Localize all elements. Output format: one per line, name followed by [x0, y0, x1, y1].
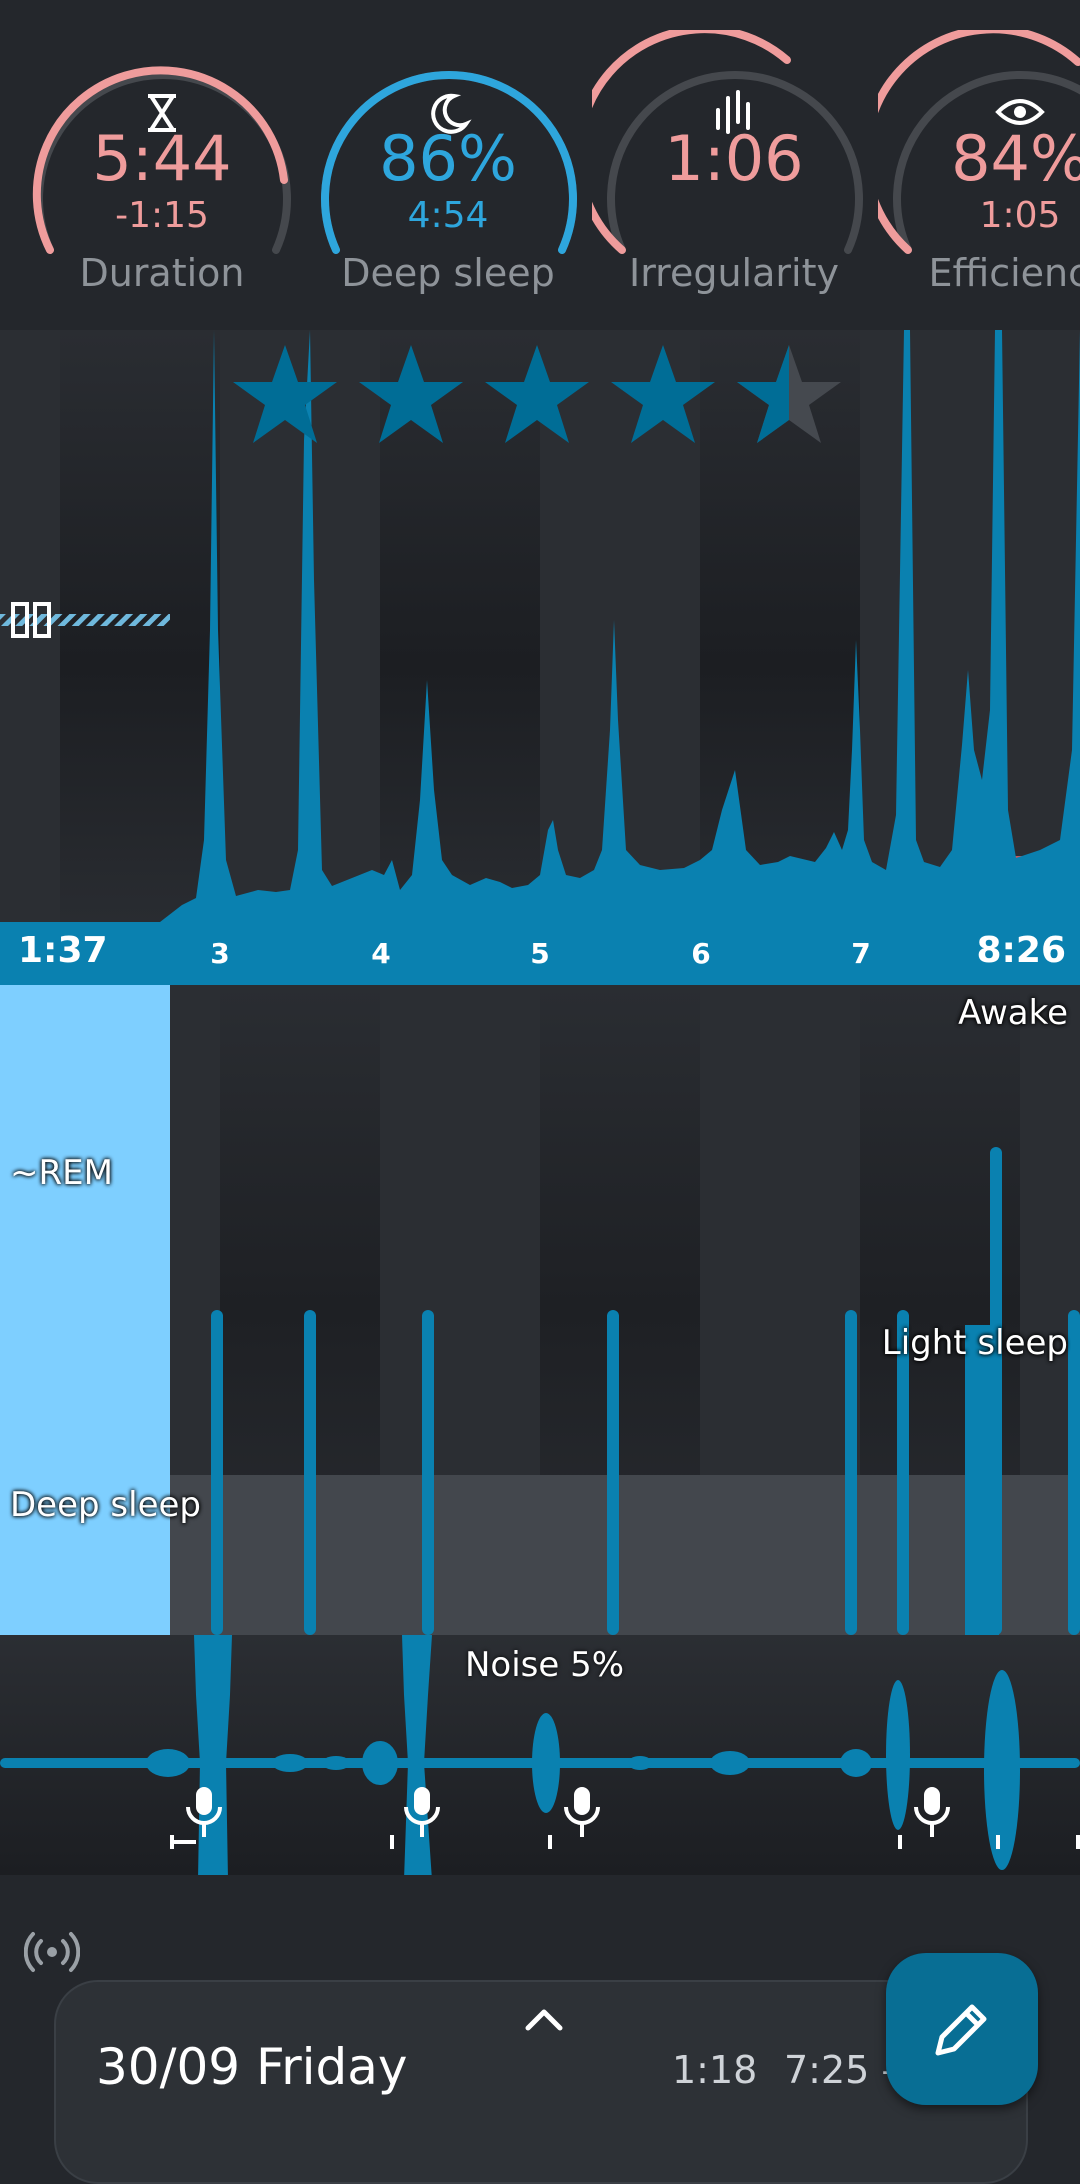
duration-value: 5:44: [92, 122, 232, 195]
deep-sleep-value: 86%: [379, 122, 517, 195]
efficiency-time: 1:05: [979, 195, 1061, 236]
edit-button[interactable]: [886, 1953, 1038, 2105]
hour-tick-4: 4: [371, 937, 391, 970]
graph-end-time: 8:26: [976, 930, 1066, 971]
metrics-row: 5:44 -1:15 Duration 86% 4:54 Deep sleep …: [0, 0, 1080, 330]
session-date: 30/09 Friday: [96, 2038, 408, 2096]
irregularity-value: 1:06: [664, 122, 804, 195]
broadcast-icon[interactable]: [24, 1930, 80, 1974]
stage-label-light: Light sleep: [881, 1323, 1068, 1363]
star-icon[interactable]: [608, 340, 718, 450]
duration-ring: [32, 66, 291, 254]
irregularity-ring: [592, 30, 863, 254]
stage-label-rem: ~REM: [10, 1153, 113, 1193]
noise-waveform: [0, 1635, 1080, 1880]
stage-label-deep: Deep sleep: [10, 1485, 201, 1525]
rating-stars[interactable]: [230, 340, 870, 450]
efficiency-value: 84%: [951, 122, 1080, 195]
chevron-up-icon[interactable]: [522, 2004, 566, 2034]
microphone-icon[interactable]: [402, 1785, 442, 1839]
deep-sleep-ring: [321, 70, 577, 254]
hypnogram-chart: [0, 985, 1080, 1635]
irregularity-icon: [592, 88, 876, 136]
gauge-duration[interactable]: 5:44 -1:15 Duration: [20, 30, 304, 310]
moon-icon: [306, 88, 590, 136]
pencil-icon: [935, 2004, 987, 2056]
gauge-deep-sleep[interactable]: 86% 4:54 Deep sleep: [306, 30, 590, 310]
star-icon[interactable]: [482, 340, 592, 450]
hour-tick-3: 3: [210, 937, 230, 970]
microphone-icon[interactable]: [912, 1785, 952, 1839]
actigraph-chart: [0, 330, 1080, 985]
deep-sleep-label: Deep sleep: [341, 251, 555, 295]
hour-tick-7: 7: [851, 937, 871, 970]
star-icon[interactable]: [356, 340, 466, 450]
duration-label: Duration: [79, 251, 245, 295]
hypnogram[interactable]: Awake ~REM Light sleep Deep sleep: [0, 985, 1080, 1635]
gauge-efficiency[interactable]: 84% 1:05 Efficiency: [878, 30, 1080, 310]
graph-start-time: 1:37: [18, 930, 108, 971]
sleep-graph[interactable]: 1:37 3 4 5 6 7 8:26: [0, 330, 1080, 985]
gauge-irregularity[interactable]: 1:06 Irregularity: [592, 30, 876, 310]
microphone-icon[interactable]: [562, 1785, 602, 1839]
noise-percentage: Noise 5%: [465, 1645, 625, 1685]
session-summary-card[interactable]: 30/09 Friday 1:18 7:25 –: [54, 1980, 1028, 2184]
half-star-icon[interactable]: [734, 340, 844, 450]
session-start-time: 1:18: [672, 2048, 758, 2092]
hour-tick-6: 6: [691, 937, 711, 970]
noise-graph[interactable]: Noise 5%: [0, 1635, 1080, 1880]
duration-delta: -1:15: [115, 195, 209, 236]
hourglass-icon: [20, 88, 304, 136]
irregularity-label: Irregularity: [629, 251, 839, 295]
deep-sleep-time: 4:54: [407, 195, 489, 236]
efficiency-label: Efficiency: [928, 251, 1080, 295]
star-icon[interactable]: [230, 340, 340, 450]
hour-tick-5: 5: [530, 937, 550, 970]
session-end-time: 7:25 –: [784, 2048, 901, 2092]
pause-marker-icon: [11, 602, 51, 638]
microphone-icon[interactable]: [184, 1785, 224, 1839]
eye-icon: [878, 88, 1080, 136]
stage-label-awake: Awake: [958, 993, 1068, 1033]
efficiency-ring: [878, 30, 1080, 254]
